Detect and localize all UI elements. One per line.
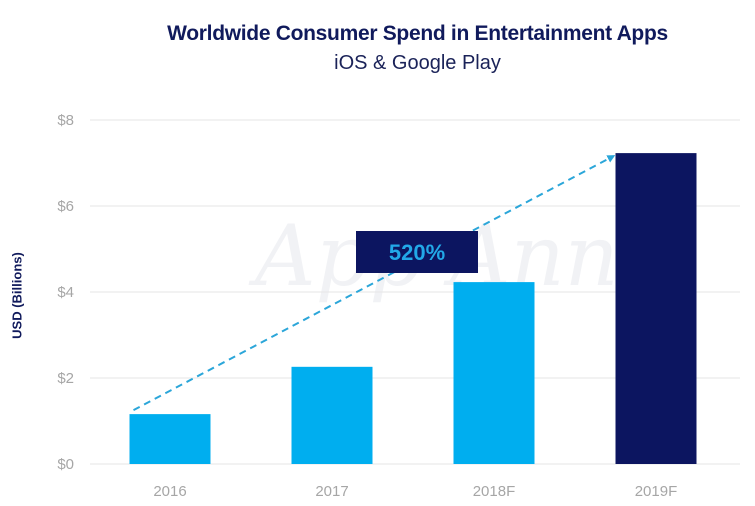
- growth-arrow: [133, 155, 616, 412]
- y-axis-ticks: $0 $2 $4 $6 $8: [57, 112, 74, 473]
- growth-annotation: 520%: [133, 155, 616, 412]
- x-tick-label: 2019F: [635, 483, 678, 500]
- growth-label: 520%: [389, 240, 445, 265]
- y-tick-label: $0: [57, 456, 74, 473]
- x-tick-label: 2018F: [473, 483, 516, 500]
- y-tick-label: $2: [57, 370, 74, 387]
- x-tick-label: 2017: [315, 483, 348, 500]
- y-tick-label: $8: [57, 112, 74, 129]
- chart-title: Worldwide Consumer Spend in Entertainmen…: [167, 22, 668, 45]
- x-tick-label: 2016: [153, 483, 186, 500]
- bars: [129, 153, 697, 465]
- bar-2018f: [453, 282, 535, 464]
- growth-label-box: [356, 231, 478, 273]
- y-tick-label: $4: [57, 284, 74, 301]
- chart-subtitle: iOS & Google Play: [334, 52, 501, 74]
- bar-2017: [291, 366, 373, 464]
- bar-2019f: [615, 153, 697, 465]
- y-tick-label: $6: [57, 198, 74, 215]
- x-axis-ticks: 2016 2017 2018F 2019F: [153, 483, 677, 500]
- bar-2016: [129, 414, 211, 464]
